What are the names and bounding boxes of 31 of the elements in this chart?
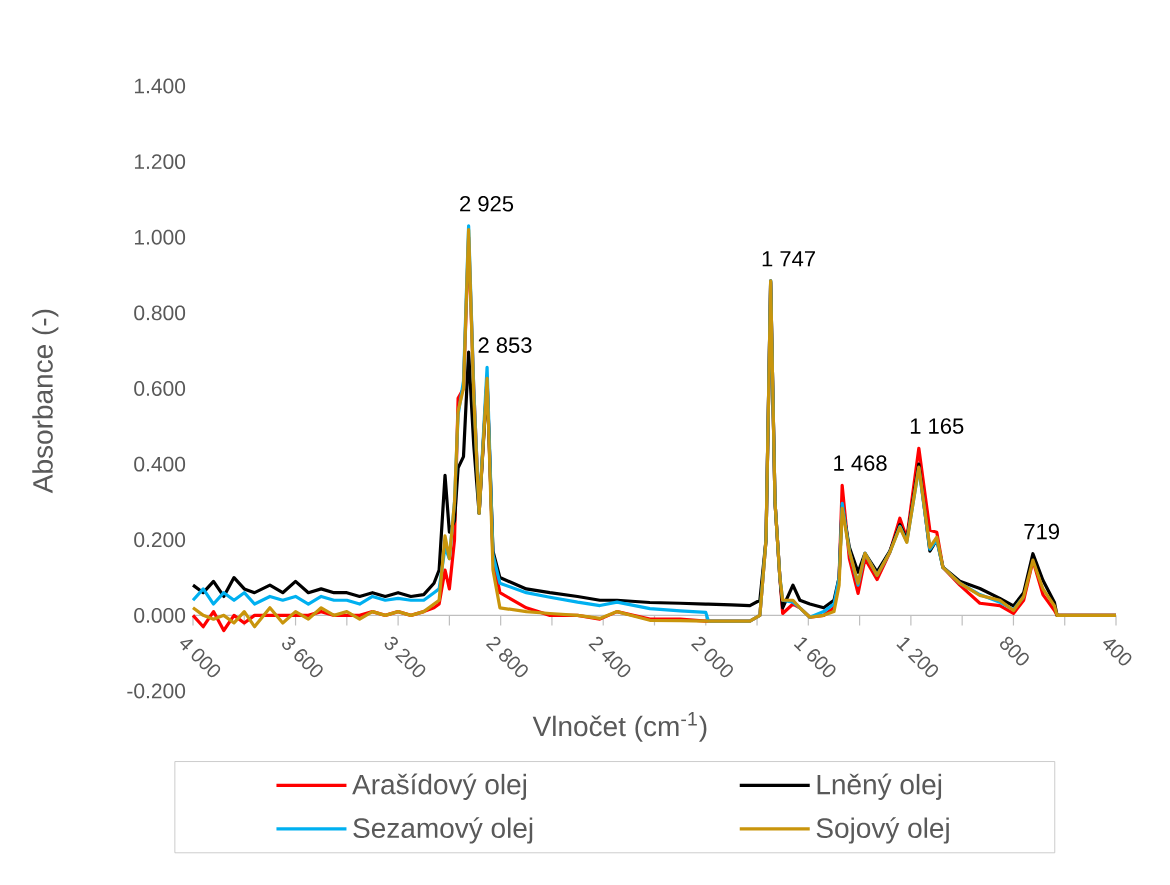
legend-label: Sojový olej [816,817,949,844]
annotation: 2 853 [478,337,532,353]
y-tick-label: 1.200 [134,154,186,170]
x-tick-label: 1 600 [793,637,836,678]
annotation: 1 747 [762,251,815,267]
y-axis-title: Absorbance (-) [32,309,59,494]
x-tick-label: 3 200 [384,636,426,678]
legend-label: Lněný olej [817,773,942,800]
annotation: 719 [1024,523,1059,540]
y-tick-label: 1.400 [134,78,186,94]
x-tick-label: 800 [999,636,1029,666]
y-tick-label: 0.800 [134,305,186,321]
annotation: 1 165 [910,418,964,434]
x-tick-label: 2 800 [485,636,528,678]
x-tick-label: 1 200 [896,637,939,678]
legend-label: Arašídový olej [352,773,526,800]
y-tick-label: -0.200 [127,683,186,699]
y-tick-label: 0.200 [134,532,186,548]
annotation: 1 468 [834,455,887,471]
annotation: 2 925 [460,195,514,212]
x-tick-label: 3 600 [282,636,323,678]
legend-label: Sezamový olej [353,817,533,844]
x-tick-label: 2 400 [588,636,631,678]
x-axis-title: Vlnočet (cm$^{-1}$) [532,712,707,742]
x-tick-label: 4 000 [180,639,221,678]
y-tick-label: 1.000 [134,229,186,245]
x-tick-label: 400 [1103,639,1132,666]
y-tick-label: 0.400 [134,456,186,472]
x-tick-label: 2 000 [690,636,733,678]
y-tick-label: 0.000 [134,607,186,623]
y-tick-label: 0.600 [134,381,186,396]
